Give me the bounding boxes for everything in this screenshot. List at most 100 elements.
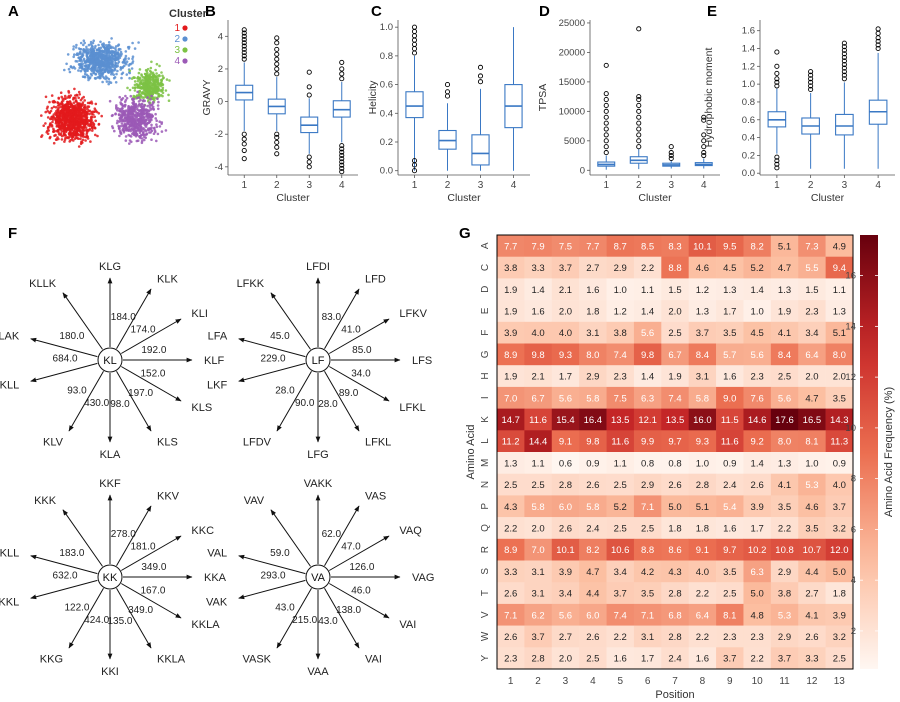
scatter-point-cluster-1 <box>62 130 66 133</box>
scatter-point-cluster-2 <box>84 60 87 64</box>
scatter-point-cluster-1 <box>84 139 87 142</box>
scatter-point-cluster-3 <box>152 80 155 83</box>
scatter-point-cluster-2 <box>107 66 111 69</box>
heatmap-cell <box>825 408 854 431</box>
scatter-point-cluster-2 <box>115 72 118 76</box>
scatter-point-cluster-2 <box>111 68 114 72</box>
scatter-point-cluster-3 <box>138 68 142 71</box>
heatmap-cell <box>579 256 607 279</box>
outlier-point <box>477 64 484 70</box>
outlier-point <box>339 146 345 152</box>
box-iqr <box>835 113 854 136</box>
heatmap-cell <box>661 256 689 279</box>
outlier-point <box>841 51 847 57</box>
outlier-point <box>241 30 247 36</box>
heatmap-cell <box>606 538 635 561</box>
scatter-point-cluster-4 <box>139 122 143 126</box>
scatter-point-cluster-2 <box>131 41 134 45</box>
heatmap-cell <box>716 386 744 409</box>
heatmap-cell-value: 4.0 <box>531 328 544 339</box>
scatter-point-cluster-2 <box>82 39 86 42</box>
scatter-point-cluster-4 <box>140 105 144 108</box>
heatmap-cell-value: 6.0 <box>559 502 572 513</box>
scatter-point-cluster-2 <box>106 69 110 73</box>
scatter-point-cluster-4 <box>138 109 141 112</box>
box-cluster-4 <box>694 114 713 169</box>
heatmap-col-label: 8 <box>700 676 706 687</box>
outlier-point <box>636 132 642 138</box>
heatmap-cell <box>661 278 689 301</box>
scatter-point-cluster-4 <box>143 135 146 139</box>
network-arrow <box>238 579 306 600</box>
scatter-point-cluster-3 <box>140 82 144 85</box>
heatmap-cell <box>579 452 607 474</box>
heatmap-cell <box>633 300 662 323</box>
network-node-label: KLS <box>191 402 212 414</box>
scatter-point-cluster-4 <box>118 95 121 99</box>
heatmap-cell-value: 4.7 <box>586 567 599 578</box>
network-va: VAKK 62.0 VAS 47.0 VAQ 126.0 VAG 46.0 VAI 138.0 VA… <box>206 478 434 678</box>
heatmap-cell-value: 2.8 <box>559 480 572 491</box>
heatmap-cell-value: 2.3 <box>805 306 818 317</box>
x-tick-label: 3 <box>478 180 484 191</box>
x-tick-label: 3 <box>842 180 848 191</box>
heatmap-cell-value: 8.0 <box>586 350 599 361</box>
outlier-point <box>411 41 418 47</box>
heatmap-cell-value: 4.8 <box>751 610 764 621</box>
outlier-point <box>306 69 312 75</box>
outlier-point <box>603 144 609 150</box>
scatter-point-cluster-1 <box>63 138 67 141</box>
scatter-point-cluster-1 <box>52 130 56 133</box>
heatmap-cell <box>633 235 662 257</box>
outlier-point <box>603 97 609 103</box>
outlier-point <box>444 89 451 95</box>
y-tick-label: 1.0 <box>742 79 755 90</box>
scatter-point-cluster-2 <box>112 73 115 76</box>
scatter-point-cluster-1 <box>46 109 49 113</box>
scatter-point-cluster-1 <box>60 121 63 124</box>
heatmap-cell-value: 1.7 <box>559 372 572 383</box>
network-edge-value: 89.0 <box>339 388 359 399</box>
heatmap-cell-value: 3.7 <box>723 654 736 665</box>
heatmap-cell-value: 8.7 <box>614 241 627 252</box>
outlier-point <box>603 114 609 120</box>
outlier-point <box>603 102 609 109</box>
scatter-point-cluster-1 <box>78 93 81 96</box>
scatter-point-cluster-1 <box>79 98 83 102</box>
heatmap-cell <box>825 300 854 323</box>
scatter-point-cluster-2 <box>119 50 123 54</box>
scatter-point-cluster-1 <box>46 105 49 109</box>
outlier-point <box>636 120 642 126</box>
scatter-point-cluster-2 <box>95 56 99 59</box>
network-arrow <box>116 288 152 349</box>
scatter-point-cluster-2 <box>126 45 130 49</box>
network-arrow <box>329 535 390 571</box>
heatmap-row-label: A <box>480 242 491 249</box>
outlier-point <box>841 61 847 68</box>
scatter-point-cluster-2 <box>102 58 106 61</box>
outlier-point <box>241 43 247 49</box>
y-tick-label: 0 <box>580 165 585 176</box>
outlier-point <box>274 139 280 145</box>
scatter-point-cluster-2 <box>75 43 78 47</box>
scatter-point-cluster-2 <box>96 61 99 64</box>
scatter-point-cluster-2 <box>105 54 109 58</box>
heatmap-cell-value: 6.0 <box>586 610 599 621</box>
heatmap-cell <box>661 430 689 453</box>
outlier-point <box>274 151 280 157</box>
scatter-point-cluster-2 <box>112 46 115 49</box>
heatmap-cell <box>688 321 717 344</box>
scatter-point-cluster-1 <box>73 137 77 141</box>
heatmap: 7.7 7.9 7.5 7.7 8.7 8.5 8.3 10.1 9.5 8.2 5.1 7.3 4.9… <box>465 234 895 701</box>
network-lf: LFDI 83.0 LFD 41.0 LFKV 85.0 LFS 34.0 LFKL 89.0 LF… <box>207 261 432 461</box>
heatmap-cell-value: 11.6 <box>611 437 629 448</box>
heatmap-cell-value: 3.8 <box>778 589 791 600</box>
y-tick-label: 10000 <box>559 106 585 117</box>
network-node-label: VAK <box>206 596 228 608</box>
heatmap-cell <box>579 343 607 366</box>
y-tick-label: 15000 <box>559 77 585 88</box>
y-tick-label: 0.8 <box>380 51 393 62</box>
outlier-point <box>701 114 707 120</box>
heatmap-cell <box>770 560 799 583</box>
